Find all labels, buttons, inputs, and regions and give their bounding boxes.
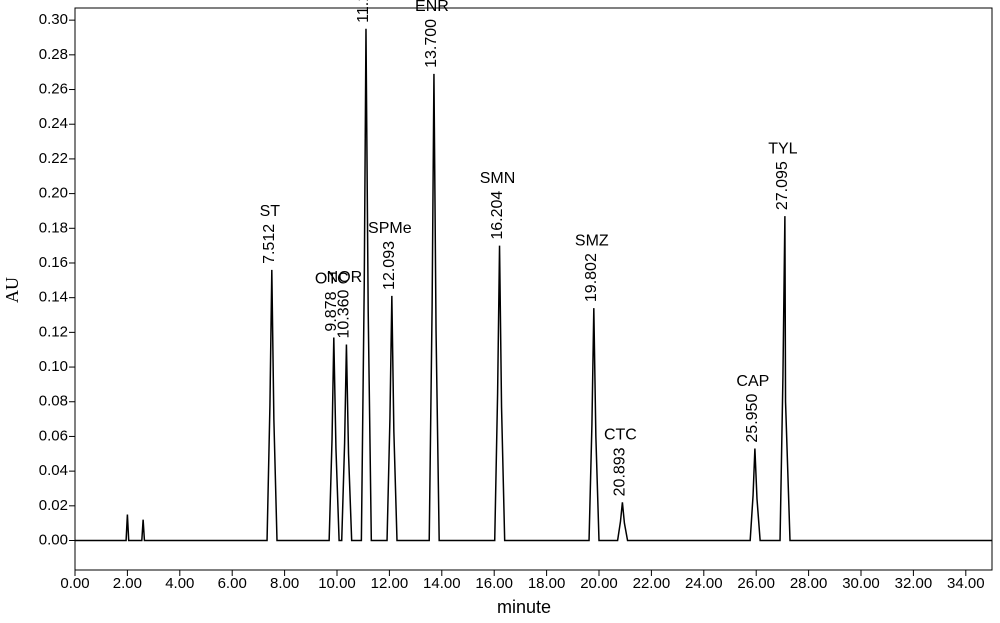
y-tick-label: 0.14 <box>39 289 68 306</box>
y-tick-label: 0.08 <box>39 393 68 410</box>
retention-time: 7.512 <box>261 224 278 264</box>
x-axis-label: minute <box>497 597 551 617</box>
x-tick-label: 2.00 <box>113 575 142 592</box>
y-tick-label: 0.02 <box>39 497 68 514</box>
retention-time: 9.878 <box>323 291 340 331</box>
peak-name: ST <box>260 203 281 220</box>
retention-time: 20.893 <box>612 447 629 496</box>
retention-time: 10.360 <box>336 289 353 338</box>
peak-name: NOR <box>327 269 363 286</box>
peak-name: TYL <box>768 140 797 157</box>
x-tick-label: 34.00 <box>947 575 985 592</box>
peak-name: SMZ <box>575 232 609 249</box>
y-tick-label: 0.22 <box>39 150 68 167</box>
y-tick-label: 0.20 <box>39 185 68 202</box>
peak-name: CAP <box>736 373 769 390</box>
peak-name: ENR <box>415 0 449 15</box>
x-tick-label: 14.00 <box>423 575 461 592</box>
x-tick-label: 0.00 <box>60 575 89 592</box>
x-tick-label: 12.00 <box>371 575 409 592</box>
retention-time: 25.950 <box>744 394 761 443</box>
x-tick-label: 26.00 <box>737 575 775 592</box>
x-tick-label: 24.00 <box>685 575 723 592</box>
x-tick-label: 30.00 <box>842 575 880 592</box>
y-tick-label: 0.26 <box>39 80 68 97</box>
x-tick-label: 6.00 <box>218 575 247 592</box>
x-tick-label: 28.00 <box>790 575 828 592</box>
y-tick-label: 0.04 <box>39 462 68 479</box>
y-tick-label: 0.28 <box>39 46 68 63</box>
y-tick-label: 0.06 <box>39 427 68 444</box>
y-tick-label: 0.24 <box>39 115 68 132</box>
x-tick-label: 16.00 <box>475 575 513 592</box>
retention-time: 27.095 <box>774 161 791 210</box>
peak-name: SPMe <box>368 220 412 237</box>
retention-time: 12.093 <box>381 241 398 290</box>
y-tick-label: 0.16 <box>39 254 68 271</box>
trace <box>75 28 992 542</box>
y-tick-label: 0.12 <box>39 323 68 340</box>
x-tick-label: 10.00 <box>318 575 356 592</box>
y-tick-label: 0.00 <box>39 531 68 548</box>
y-tick-label: 0.18 <box>39 219 68 236</box>
retention-time: 16.204 <box>489 191 506 240</box>
x-tick-label: 32.00 <box>895 575 933 592</box>
y-axis-label: AU <box>2 277 22 303</box>
plot-frame <box>74 7 993 571</box>
peak-name: OTC <box>315 271 349 288</box>
x-tick-label: 4.00 <box>165 575 194 592</box>
x-tick-label: 20.00 <box>580 575 618 592</box>
y-tick-label: 0.10 <box>39 358 68 375</box>
retention-time: 13.700 <box>423 19 440 68</box>
peak-name: SMN <box>480 170 516 187</box>
y-tick-label: 0.30 <box>39 11 68 28</box>
x-tick-label: 22.00 <box>633 575 671 592</box>
x-tick-label: 8.00 <box>270 575 299 592</box>
retention-time: 11.106 <box>355 0 372 23</box>
x-tick-label: 18.00 <box>528 575 566 592</box>
peak-name: CTC <box>604 427 637 444</box>
retention-time: 19.802 <box>583 253 600 302</box>
